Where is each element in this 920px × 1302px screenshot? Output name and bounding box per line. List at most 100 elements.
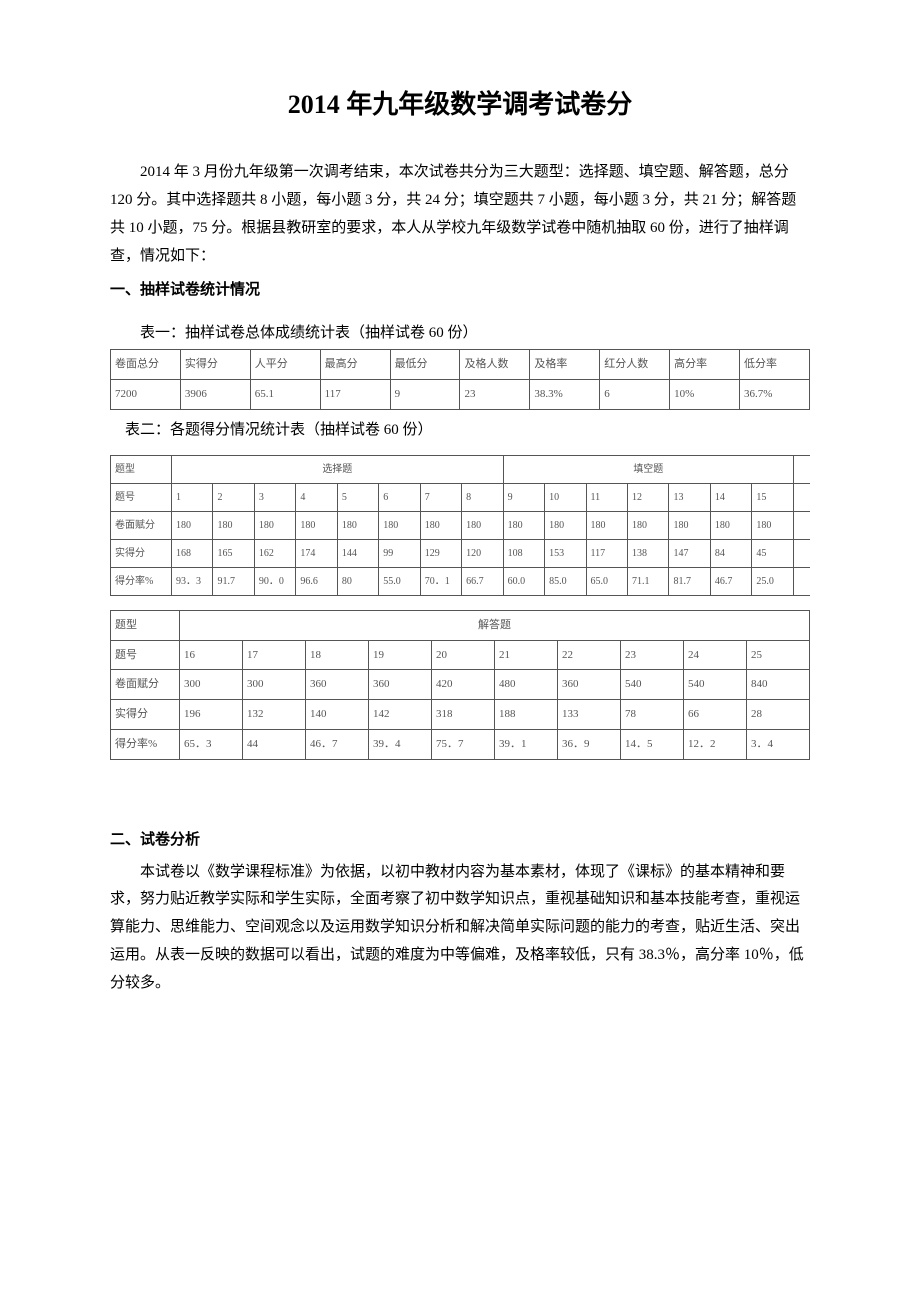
table2-rl-4: 得分率%	[111, 567, 172, 595]
t2-a-8: 108	[503, 539, 544, 567]
t3-n-8: 24	[684, 640, 747, 670]
t3-r-4: 75．7	[432, 730, 495, 760]
table2: 题型 选择题 填空题 题号 1 2 3 4 5 6 7 8 9 10 11 12…	[110, 455, 810, 596]
t3-a-8: 66	[684, 700, 747, 730]
t3-r-8: 12．2	[684, 730, 747, 760]
t3-n-9: 25	[747, 640, 810, 670]
table1-h-2: 人平分	[250, 350, 320, 380]
table3: 题型 解答题 题号 16 17 18 19 20 21 22 23 24 25 …	[110, 610, 810, 760]
intro-paragraph: 2014 年 3 月份九年级第一次调考结束，本次试卷共分为三大题型：选择题、填空…	[110, 159, 810, 270]
t2-a-11: 138	[627, 539, 668, 567]
t2-f-12: 180	[669, 511, 710, 539]
t2-r-9: 85.0	[545, 567, 586, 595]
t3-f-6: 360	[558, 670, 621, 700]
table2-rl-2: 卷面赋分	[111, 511, 172, 539]
t2-f-4: 180	[337, 511, 378, 539]
t2-r-0: 93．3	[172, 567, 213, 595]
t2-f-6: 180	[420, 511, 461, 539]
t3-a-6: 133	[558, 700, 621, 730]
table2-row-rate: 得分率% 93．3 91.7 90．0 96.6 80 55.0 70．1 66…	[111, 567, 811, 595]
t2-a-12: 147	[669, 539, 710, 567]
table2-row-full: 卷面赋分 180 180 180 180 180 180 180 180 180…	[111, 511, 811, 539]
table3-group: 解答题	[180, 610, 810, 640]
t2-a-6: 129	[420, 539, 461, 567]
table2-row-num: 题号 1 2 3 4 5 6 7 8 9 10 11 12 13 14 15	[111, 483, 811, 511]
t2-a-0: 168	[172, 539, 213, 567]
t2-f-2: 180	[254, 511, 295, 539]
t3-n-1: 17	[243, 640, 306, 670]
t2-r-12: 81.7	[669, 567, 710, 595]
table3-rl-2: 卷面赋分	[111, 670, 180, 700]
t2-r-7: 66.7	[462, 567, 503, 595]
table2-row-type: 题型 选择题 填空题	[111, 455, 811, 483]
t2-a-5: 99	[379, 539, 420, 567]
t2-r-1: 91.7	[213, 567, 254, 595]
t3-n-7: 23	[621, 640, 684, 670]
t3-n-2: 18	[306, 640, 369, 670]
table3-rl-3: 实得分	[111, 700, 180, 730]
t2-f-11: 180	[627, 511, 668, 539]
t3-r-6: 36．9	[558, 730, 621, 760]
table1: 卷面总分 实得分 人平分 最高分 最低分 及格人数 及格率 红分人数 高分率 低…	[110, 349, 810, 410]
table1-d-2: 65.1	[250, 380, 320, 410]
section1-heading: 一、抽样试卷统计情况	[110, 276, 810, 305]
t3-r-5: 39．1	[495, 730, 558, 760]
t3-f-7: 540	[621, 670, 684, 700]
t2-a-1: 165	[213, 539, 254, 567]
table1-d-3: 117	[320, 380, 390, 410]
t3-a-5: 188	[495, 700, 558, 730]
table3-rl-0: 题型	[111, 610, 180, 640]
table1-data-row: 7200 3906 65.1 117 9 23 38.3% 6 10% 36.7…	[111, 380, 810, 410]
t2-r-11: 71.1	[627, 567, 668, 595]
t2-n-14: 15	[752, 483, 794, 511]
t3-a-1: 132	[243, 700, 306, 730]
t2-f-10: 180	[586, 511, 627, 539]
page-title: 2014 年九年级数学调考试卷分	[110, 80, 810, 129]
t3-f-1: 300	[243, 670, 306, 700]
t2-a-14: 45	[752, 539, 794, 567]
t2-a-9: 153	[545, 539, 586, 567]
table1-d-1: 3906	[180, 380, 250, 410]
table2-rl-0: 题型	[111, 455, 172, 483]
t3-r-3: 39．4	[369, 730, 432, 760]
t2-n-12: 13	[669, 483, 710, 511]
table3-container: 题型 解答题 题号 16 17 18 19 20 21 22 23 24 25 …	[110, 610, 810, 760]
t2-r-4: 80	[337, 567, 378, 595]
t2-f-7: 180	[462, 511, 503, 539]
t3-f-2: 360	[306, 670, 369, 700]
t3-n-5: 21	[495, 640, 558, 670]
t3-r-1: 44	[243, 730, 306, 760]
table2-tail	[794, 455, 811, 483]
table1-h-0: 卷面总分	[111, 350, 181, 380]
table3-row-full: 卷面赋分 300 300 360 360 420 480 360 540 540…	[111, 670, 810, 700]
table1-h-7: 红分人数	[600, 350, 670, 380]
t2-n-11: 12	[627, 483, 668, 511]
t3-f-0: 300	[180, 670, 243, 700]
t2-a-7: 120	[462, 539, 503, 567]
t3-f-8: 540	[684, 670, 747, 700]
t2-r-10: 65.0	[586, 567, 627, 595]
table1-d-8: 10%	[670, 380, 740, 410]
t3-a-9: 28	[747, 700, 810, 730]
t2-r-6: 70．1	[420, 567, 461, 595]
t2-a-13: 84	[710, 539, 751, 567]
t2-n-3: 4	[296, 483, 337, 511]
t2-r-8: 60.0	[503, 567, 544, 595]
table2-group-0: 选择题	[172, 455, 504, 483]
table2-rl-3: 实得分	[111, 539, 172, 567]
t3-n-4: 20	[432, 640, 495, 670]
t3-n-6: 22	[558, 640, 621, 670]
t2-n-7: 8	[462, 483, 503, 511]
t2-n-4: 5	[337, 483, 378, 511]
t3-f-4: 420	[432, 670, 495, 700]
t2-n-9: 10	[545, 483, 586, 511]
t2-n-0: 1	[172, 483, 213, 511]
table1-container: 卷面总分 实得分 人平分 最高分 最低分 及格人数 及格率 红分人数 高分率 低…	[110, 349, 810, 410]
table1-h-5: 及格人数	[460, 350, 530, 380]
t3-f-9: 840	[747, 670, 810, 700]
t2-f-5: 180	[379, 511, 420, 539]
table1-h-6: 及格率	[530, 350, 600, 380]
table1-caption: 表一：抽样试卷总体成绩统计表（抽样试卷 60 份）	[110, 319, 810, 348]
t2-f-8: 180	[503, 511, 544, 539]
t2-f-13: 180	[710, 511, 751, 539]
